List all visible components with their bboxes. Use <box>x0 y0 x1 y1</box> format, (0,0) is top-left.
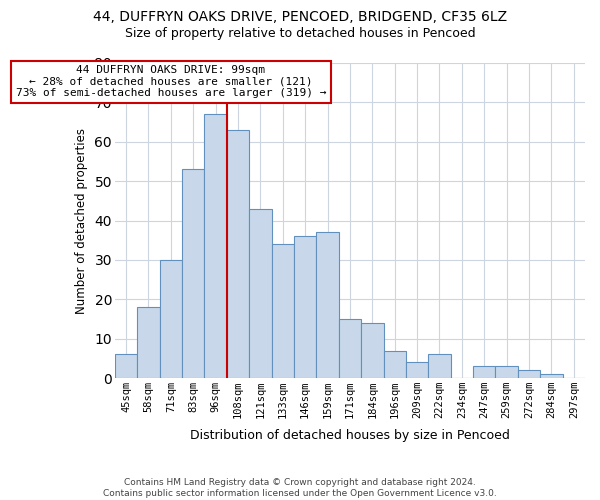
Bar <box>160 260 182 378</box>
Text: Contains HM Land Registry data © Crown copyright and database right 2024.
Contai: Contains HM Land Registry data © Crown c… <box>103 478 497 498</box>
Bar <box>272 244 294 378</box>
Bar <box>496 366 518 378</box>
Bar <box>182 170 205 378</box>
Bar <box>115 354 137 378</box>
Bar <box>428 354 451 378</box>
Bar <box>294 236 316 378</box>
Bar <box>205 114 227 378</box>
Bar <box>383 350 406 378</box>
Text: 44 DUFFRYN OAKS DRIVE: 99sqm
← 28% of detached houses are smaller (121)
73% of s: 44 DUFFRYN OAKS DRIVE: 99sqm ← 28% of de… <box>16 65 326 98</box>
Bar <box>518 370 540 378</box>
Bar <box>406 362 428 378</box>
Bar <box>227 130 249 378</box>
Bar <box>473 366 496 378</box>
X-axis label: Distribution of detached houses by size in Pencoed: Distribution of detached houses by size … <box>190 430 510 442</box>
Bar <box>361 323 383 378</box>
Bar <box>339 319 361 378</box>
Bar <box>316 232 339 378</box>
Bar <box>137 307 160 378</box>
Bar <box>249 208 272 378</box>
Y-axis label: Number of detached properties: Number of detached properties <box>74 128 88 314</box>
Text: Size of property relative to detached houses in Pencoed: Size of property relative to detached ho… <box>125 28 475 40</box>
Text: 44, DUFFRYN OAKS DRIVE, PENCOED, BRIDGEND, CF35 6LZ: 44, DUFFRYN OAKS DRIVE, PENCOED, BRIDGEN… <box>93 10 507 24</box>
Bar <box>540 374 563 378</box>
